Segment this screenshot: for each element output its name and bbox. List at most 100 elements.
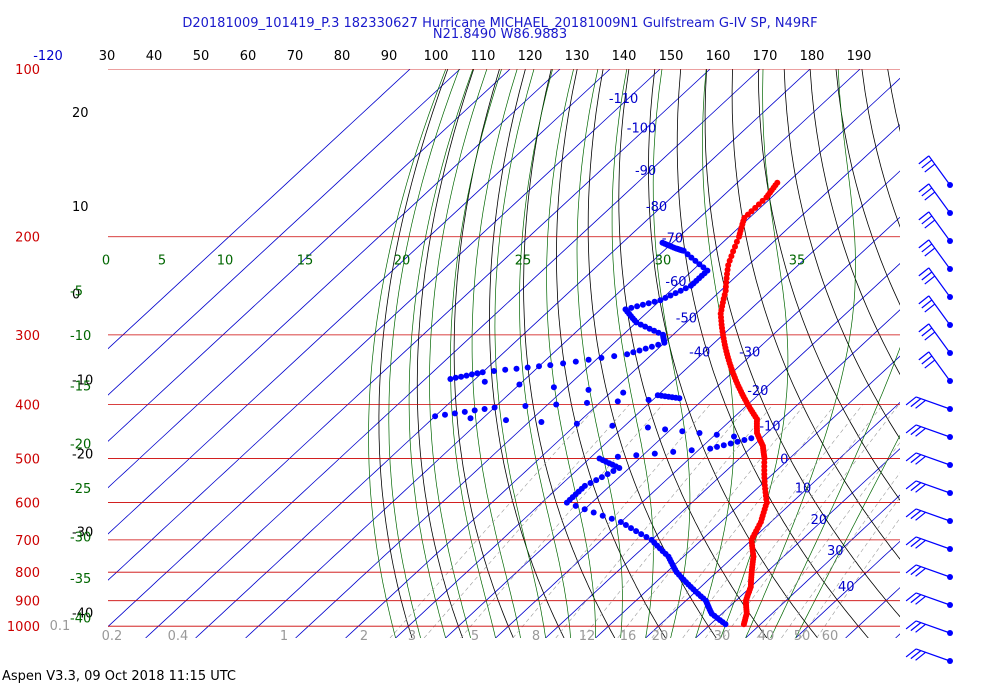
isotherm-label: 30 bbox=[827, 544, 844, 559]
dewpoint-point bbox=[522, 403, 529, 409]
dewpoint-point bbox=[642, 345, 649, 352]
wind-barb-staff bbox=[928, 295, 951, 326]
wind-barb-feather bbox=[910, 566, 922, 576]
dewpoint-point bbox=[655, 329, 662, 336]
wind-barb-feather bbox=[924, 359, 936, 369]
wind-barb-feather bbox=[910, 482, 922, 492]
wind-barb-staff bbox=[928, 155, 951, 186]
dewpoint-point bbox=[432, 413, 439, 420]
dewpoint-point bbox=[474, 370, 481, 377]
dewpoint-point bbox=[447, 376, 454, 382]
top-axis-tick-label: 170 bbox=[753, 49, 778, 64]
wind-barb-feather bbox=[905, 452, 917, 462]
wind-barb-feather bbox=[910, 650, 922, 660]
wind-barb-feather bbox=[905, 564, 917, 574]
moist-adiabat-line bbox=[745, 69, 856, 638]
dewpoint-point bbox=[633, 452, 640, 459]
moist-adiabat-left-label: -10 bbox=[70, 329, 91, 344]
dewpoint-point bbox=[516, 381, 523, 388]
moist-adiabat-label: 20 bbox=[394, 254, 411, 269]
pressure-tick-label: 700 bbox=[15, 534, 40, 549]
wind-barb-feather bbox=[918, 155, 930, 165]
mixing-ratio-label: 0.4 bbox=[168, 629, 189, 644]
isotherm-line bbox=[108, 69, 461, 396]
wind-barb-feather bbox=[915, 595, 926, 605]
dewpoint-point bbox=[633, 528, 640, 535]
wind-barb-feather bbox=[921, 271, 933, 281]
isotherm-line bbox=[108, 69, 711, 628]
dewpoint-point bbox=[610, 468, 617, 474]
isotherm-label: -30 bbox=[739, 345, 760, 360]
mixing-ratio-label: 3 bbox=[408, 629, 416, 644]
top-axis-tick-label: 80 bbox=[334, 49, 351, 64]
wind-barb-feather bbox=[921, 243, 933, 253]
top-axis-tick-label: 110 bbox=[471, 49, 496, 64]
dewpoint-point bbox=[563, 499, 570, 506]
pressure-tick-label: 1000 bbox=[7, 620, 40, 635]
wind-barb-feather bbox=[910, 398, 922, 408]
dewpoint-point bbox=[662, 294, 669, 301]
moist-adiabat-line bbox=[770, 346, 900, 638]
dewpoint-point bbox=[616, 465, 623, 471]
top-axis-tick-label: 50 bbox=[193, 49, 210, 64]
temperature-point bbox=[763, 194, 770, 201]
dewpoint-point bbox=[624, 351, 631, 358]
moist-adiabat-line bbox=[720, 69, 789, 638]
temperature-point bbox=[724, 271, 730, 277]
dewpoint-point bbox=[696, 261, 703, 268]
mixing-ratio-line bbox=[651, 404, 836, 638]
dewpoint-point bbox=[513, 365, 520, 372]
moist-adiabat-label: 5 bbox=[158, 254, 166, 269]
isotherm-label: -10 bbox=[759, 419, 780, 434]
wind-barb-staff bbox=[915, 480, 951, 494]
isotherm-line bbox=[108, 69, 611, 535]
isotherm-line bbox=[295, 77, 900, 638]
dry-adiabat-label: -20 bbox=[72, 447, 93, 462]
top-axis-tick-label: 130 bbox=[565, 49, 590, 64]
wind-barb-feather bbox=[915, 539, 926, 549]
wind-barb-staff bbox=[915, 536, 951, 550]
dry-adiabat-line bbox=[783, 69, 900, 440]
wind-barb-feather bbox=[915, 427, 926, 437]
dewpoint-point bbox=[628, 304, 635, 311]
wind-barb-feather bbox=[915, 455, 926, 465]
top-axis-tick-label: 90 bbox=[381, 49, 398, 64]
dewpoint-point bbox=[688, 447, 695, 454]
isotherm-line bbox=[195, 69, 811, 638]
wind-barb-staff bbox=[915, 508, 951, 522]
dewpoint-point bbox=[722, 621, 729, 628]
mixing-ratio-line bbox=[705, 404, 884, 638]
wind-barb-feather bbox=[905, 424, 917, 434]
dewpoint-point bbox=[645, 396, 652, 403]
mixing-ratio-line bbox=[617, 404, 805, 638]
dewpoint-point bbox=[609, 422, 616, 429]
moist-adiabat-left-label: -40 bbox=[70, 612, 91, 627]
mixing-ratio-label: 12 bbox=[579, 629, 596, 644]
dewpoint-point bbox=[463, 372, 470, 379]
moist-adiabat-left-label: -20 bbox=[70, 437, 91, 452]
isotherm-line bbox=[108, 69, 411, 350]
wind-barb-feather bbox=[918, 295, 930, 305]
moist-adiabat-left-label: -25 bbox=[70, 482, 91, 497]
top-axis-tick-label: 60 bbox=[240, 49, 257, 64]
dewpoint-point bbox=[670, 448, 677, 455]
isotherm-label: 10 bbox=[795, 481, 812, 496]
dewpoint-point bbox=[639, 301, 646, 308]
moist-adiabat-left-label: -30 bbox=[70, 530, 91, 545]
wind-barb-feather bbox=[905, 508, 917, 518]
temperature-point bbox=[730, 248, 737, 255]
dewpoint-point bbox=[524, 364, 531, 371]
top-axis-tick-label: 150 bbox=[659, 49, 684, 64]
top-axis-tick-label: -120 bbox=[33, 49, 63, 64]
moist-adiabat-line bbox=[494, 69, 546, 638]
dry-adiabat-label: 0 bbox=[72, 287, 80, 302]
mixing-ratio-label: 40 bbox=[758, 629, 775, 644]
dewpoint-point bbox=[452, 374, 459, 381]
top-axis-tick-label: 30 bbox=[99, 49, 116, 64]
temperature-point bbox=[733, 238, 740, 245]
dry-adiabat-line bbox=[704, 69, 900, 618]
isotherm-label: -100 bbox=[627, 121, 657, 136]
top-axis-tick-label: 40 bbox=[146, 49, 163, 64]
dewpoint-point bbox=[479, 369, 486, 376]
mixing-ratio-label: 0.2 bbox=[102, 629, 123, 644]
